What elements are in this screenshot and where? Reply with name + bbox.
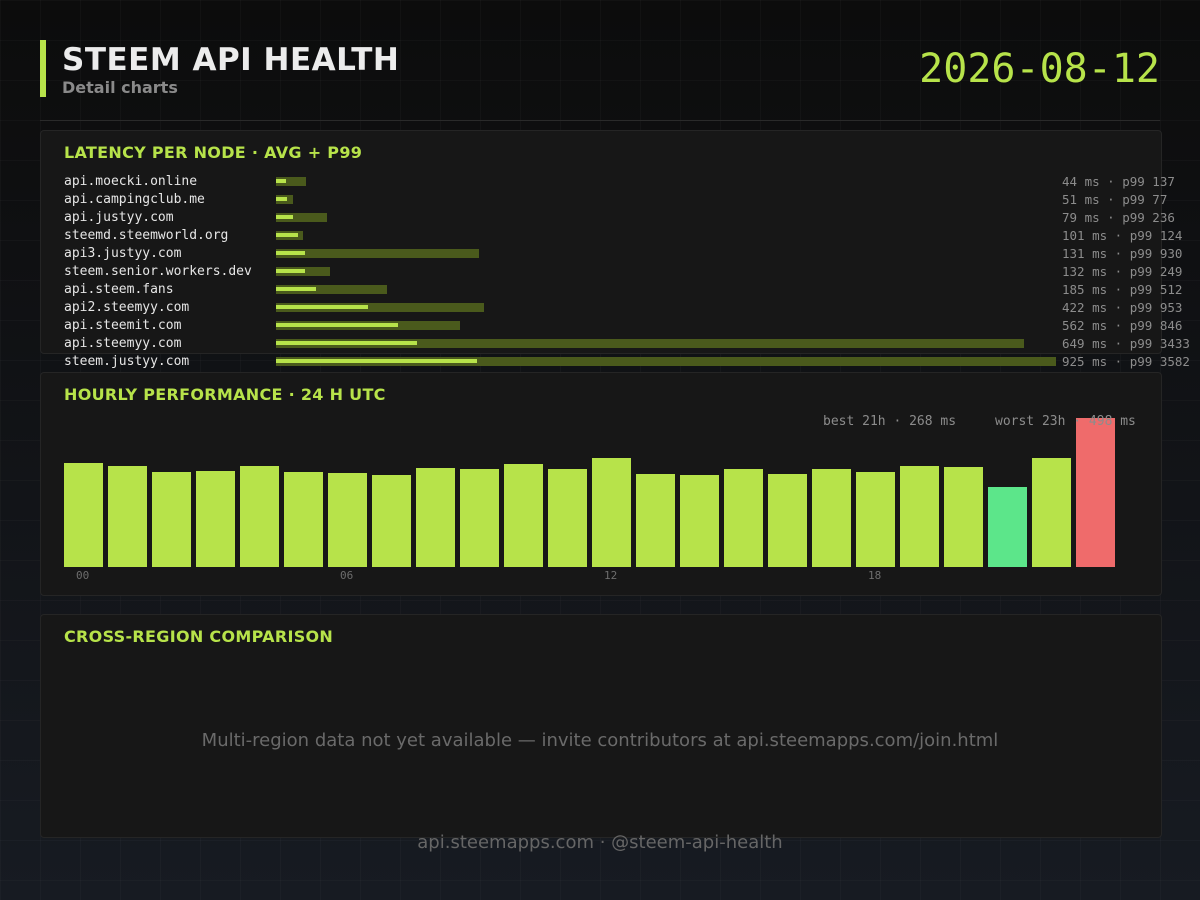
hourly-bar (64, 462, 103, 567)
hourly-bar (504, 463, 543, 567)
latency-row: api.steemit.com 562 ms · p99 846 (64, 317, 1200, 335)
hourly-bar (416, 467, 455, 567)
hourly-bar (944, 466, 983, 567)
page-subtitle: Detail charts (62, 78, 178, 97)
latency-node-name: api.steemyy.com (64, 336, 182, 351)
latency-avg-bar (276, 269, 305, 273)
hourly-bar (768, 473, 807, 567)
hourly-bar (900, 465, 939, 567)
latency-avg-bar (276, 323, 399, 327)
latency-row: api.moecki.online 44 ms · p99 137 (64, 173, 1200, 191)
latency-panel: LATENCY PER NODE · AVG + P99 (40, 130, 1162, 354)
latency-node-name: api3.justyy.com (64, 246, 182, 261)
hourly-bar (1076, 418, 1115, 567)
latency-row: api.justyy.com 79 ms · p99 236 (64, 209, 1200, 227)
latency-value-label: 101 ms · p99 124 (1062, 228, 1183, 243)
hourly-bar (152, 472, 191, 567)
hourly-bar (328, 472, 367, 567)
latency-p99-bar (276, 285, 388, 294)
latency-value-label: 79 ms · p99 236 (1062, 210, 1175, 225)
latency-value-label: 562 ms · p99 846 (1062, 318, 1183, 333)
header-divider (40, 120, 1160, 121)
latency-row: api2.steemyy.com 422 ms · p99 953 (64, 299, 1200, 317)
latency-p99-bar (276, 249, 479, 258)
latency-value-label: 185 ms · p99 512 (1062, 282, 1183, 297)
hourly-bar (1032, 457, 1071, 567)
page-title: STEEM API HEALTH (62, 42, 400, 78)
latency-p99-bar (276, 357, 1056, 366)
latency-node-name: api2.steemyy.com (64, 300, 190, 315)
latency-node-name: steem.senior.workers.dev (64, 264, 252, 279)
report-date: 2026-08-12 (919, 46, 1160, 92)
hourly-tick-label: 12 (604, 569, 618, 582)
hourly-tick-label: 18 (868, 569, 882, 582)
latency-node-name: api.justyy.com (64, 210, 174, 225)
footer-text: api.steemapps.com · @steem-api-health (417, 832, 783, 853)
hourly-bar (856, 471, 895, 567)
hourly-bar (284, 471, 323, 567)
latency-node-name: api.moecki.online (64, 174, 198, 189)
best-hour-label: best 21h · 268 ms (823, 414, 957, 429)
latency-avg-bar (276, 197, 288, 201)
latency-node-name: steemd.steemworld.org (64, 228, 229, 243)
latency-p99-bar (276, 177, 306, 186)
hourly-bar (240, 466, 279, 567)
latency-value-label: 44 ms · p99 137 (1062, 174, 1175, 189)
latency-value-label: 132 ms · p99 249 (1062, 264, 1183, 279)
hourly-bar (636, 474, 675, 567)
latency-value-label: 131 ms · p99 930 (1062, 246, 1183, 261)
latency-value-label: 925 ms · p99 3582 (1062, 354, 1190, 369)
hourly-bar (988, 486, 1027, 567)
hourly-tick-label: 00 (76, 569, 90, 582)
latency-avg-bar (276, 179, 286, 183)
latency-node-name: api.campingclub.me (64, 192, 205, 207)
latency-node-name: api.steemit.com (64, 318, 182, 333)
latency-avg-bar (276, 341, 418, 345)
hourly-bar (196, 470, 235, 567)
latency-row: api3.justyy.com 131 ms · p99 930 (64, 245, 1200, 263)
hourly-bar (108, 465, 147, 567)
hourly-bar (548, 469, 587, 567)
latency-row: api.steemyy.com 649 ms · p99 3433 (64, 335, 1200, 353)
region-panel: CROSS-REGION COMPARISON (40, 614, 1162, 838)
latency-p99-bar (276, 213, 328, 222)
hourly-bar (724, 469, 763, 567)
latency-avg-bar (276, 287, 317, 291)
hourly-bar (372, 474, 411, 567)
latency-value-label: 51 ms · p99 77 (1062, 192, 1168, 207)
hourly-panel-title: HOURLY PERFORMANCE · 24 H UTC (64, 385, 386, 404)
hourly-bar (592, 457, 631, 567)
latency-row: steemd.steemworld.org 101 ms · p99 124 (64, 227, 1200, 245)
latency-row: api.steem.fans 185 ms · p99 512 (64, 281, 1200, 299)
latency-value-label: 422 ms · p99 953 (1062, 300, 1183, 315)
hourly-bar (680, 474, 719, 567)
latency-node-name: api.steem.fans (64, 282, 174, 297)
latency-p99-bar (276, 303, 484, 312)
worst-hour-label: worst 23h · 498 ms (995, 414, 1136, 429)
latency-row: steem.justyy.com 925 ms · p99 3582 (64, 353, 1200, 371)
title-accent-bar (40, 40, 46, 97)
hourly-bar (460, 469, 499, 567)
latency-avg-bar (276, 359, 478, 363)
hourly-bar (812, 469, 851, 567)
latency-value-label: 649 ms · p99 3433 (1062, 336, 1190, 351)
latency-p99-bar (276, 339, 1024, 348)
latency-row: api.campingclub.me 51 ms · p99 77 (64, 191, 1200, 209)
latency-row: steem.senior.workers.dev 132 ms · p99 249 (64, 263, 1200, 281)
latency-node-name: steem.justyy.com (64, 354, 190, 369)
latency-avg-bar (276, 233, 298, 237)
latency-avg-bar (276, 251, 305, 255)
latency-panel-title: LATENCY PER NODE · AVG + P99 (64, 143, 363, 162)
latency-avg-bar (276, 215, 294, 219)
latency-avg-bar (276, 305, 368, 309)
hourly-tick-label: 06 (340, 569, 354, 582)
region-empty-message: Multi-region data not yet available — in… (201, 730, 999, 751)
region-panel-title: CROSS-REGION COMPARISON (64, 627, 334, 646)
